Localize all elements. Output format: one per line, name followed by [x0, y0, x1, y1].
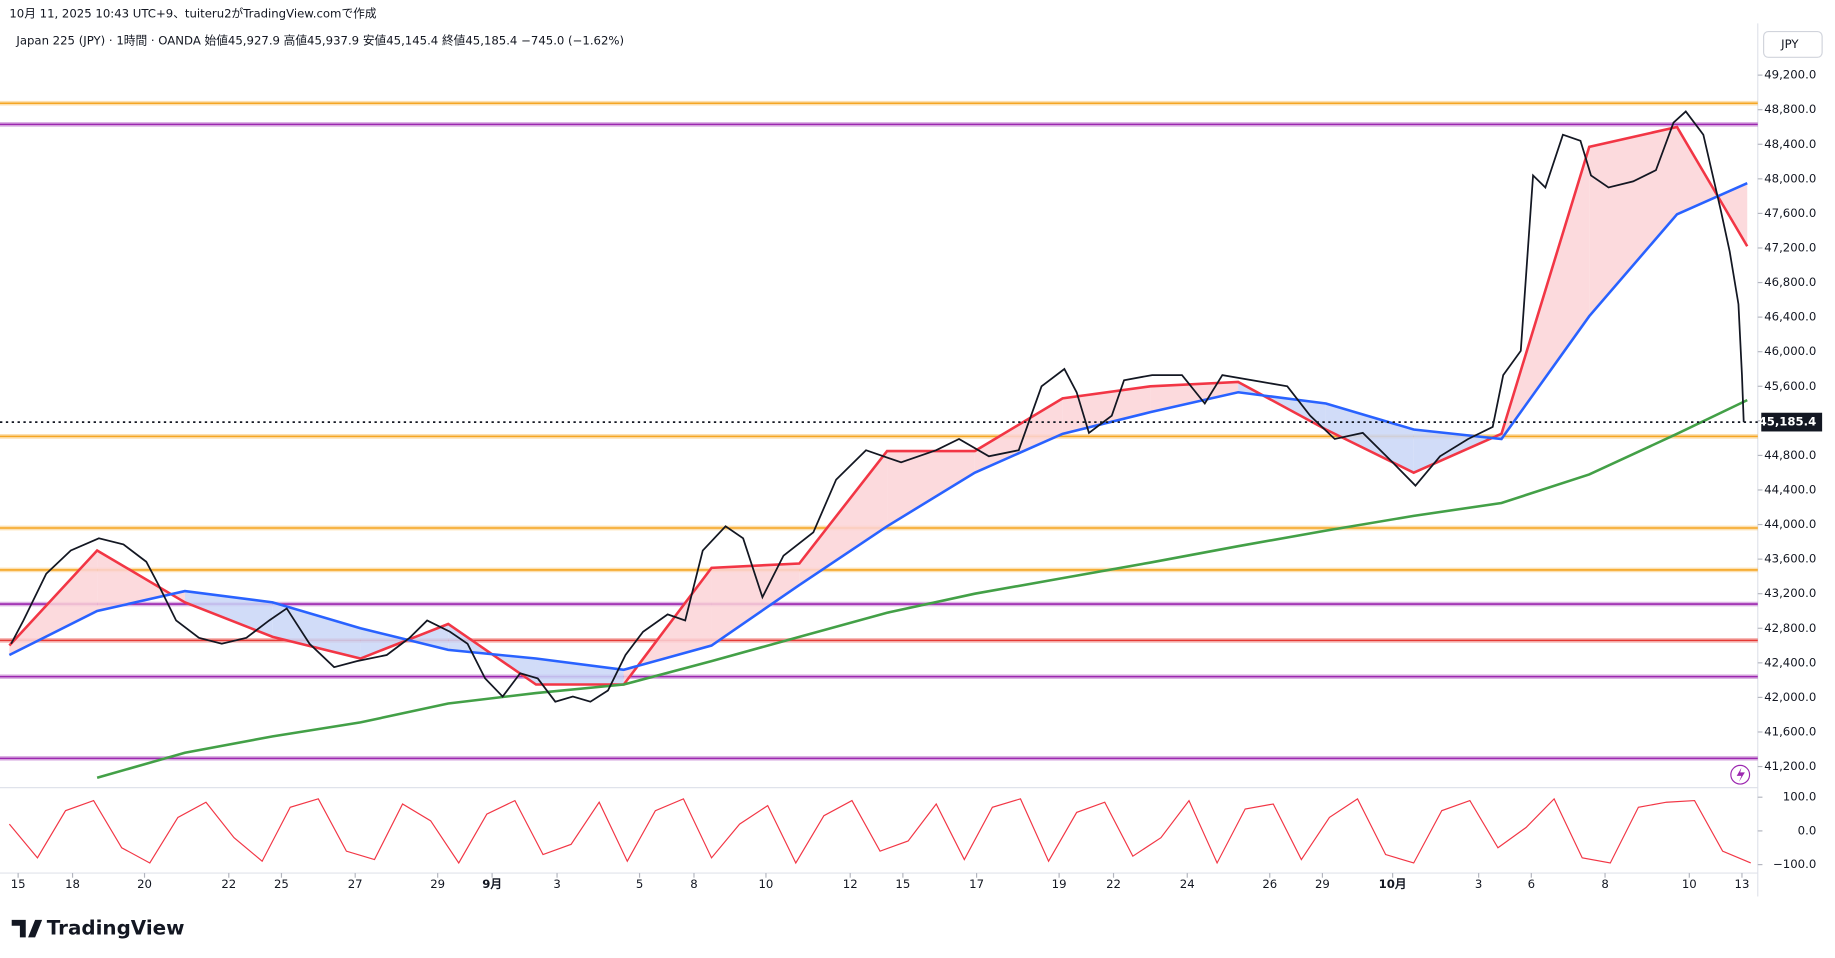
x-tick-label: 15 — [11, 877, 26, 891]
ma-band — [799, 451, 888, 586]
last-price-box — [1761, 412, 1823, 432]
logo-text: TradingView — [47, 917, 185, 940]
x-tick-label: 8 — [1601, 877, 1608, 891]
x-tick-label: 19 — [1052, 877, 1067, 891]
y-tick-label: 48,400.0 — [1764, 137, 1816, 151]
ma-line — [8, 125, 1749, 686]
x-tick-label: 22 — [1106, 877, 1121, 891]
y-tick-label: 46,400.0 — [1764, 310, 1816, 324]
y-tick-label: 46,000.0 — [1764, 344, 1816, 358]
x-tick-label: 13 — [1735, 877, 1750, 891]
x-tick-label: 15 — [895, 877, 910, 891]
y-tick-label: 44,000.0 — [1764, 517, 1816, 531]
x-tick-label: 9月 — [482, 877, 502, 891]
ma-line — [8, 181, 1748, 672]
y-tick-label: 44,800.0 — [1764, 448, 1816, 462]
y-tick-label: 47,600.0 — [1764, 206, 1816, 220]
y-tick-label: 41,600.0 — [1764, 724, 1816, 738]
ma-band — [711, 563, 800, 646]
y-tick-label: 0.0 — [1798, 823, 1817, 837]
x-tick-label: 27 — [348, 877, 363, 891]
y-tick-label: 43,600.0 — [1764, 552, 1816, 566]
x-tick-label: 3 — [553, 877, 560, 891]
ma-band — [1325, 403, 1414, 473]
y-tick-label: 45,600.0 — [1764, 379, 1816, 393]
y-tick-label: 47,200.0 — [1764, 240, 1816, 254]
y-tick-label: 49,200.0 — [1764, 68, 1816, 82]
ma-band — [535, 658, 624, 685]
x-tick-label: 24 — [1180, 877, 1195, 891]
y-tick-label: 48,800.0 — [1764, 102, 1816, 116]
x-tick-label: 5 — [636, 877, 643, 891]
series-line — [8, 797, 1751, 865]
caption: 10月 11, 2025 10:43 UTC+9、tuiteru2がTradin… — [9, 7, 376, 21]
x-tick-label: 6 — [1528, 877, 1535, 891]
logo-mark — [11, 919, 43, 938]
y-tick-label: 41,200.0 — [1764, 759, 1816, 773]
ma-band — [184, 591, 273, 637]
ma-band — [1150, 381, 1239, 413]
x-tick-label: 18 — [65, 877, 80, 891]
y-tick-label: 43,200.0 — [1764, 586, 1816, 600]
x-tick-label: 10 — [759, 877, 774, 891]
logo[interactable]: TradingView — [11, 917, 185, 940]
y-tick-label: 42,800.0 — [1764, 621, 1816, 635]
y-tick-label: 48,000.0 — [1764, 171, 1816, 185]
x-tick-label: 10月 — [1379, 877, 1407, 891]
series-line — [10, 110, 1745, 703]
x-tick-label: 29 — [1315, 877, 1330, 891]
y-tick-label: 42,000.0 — [1764, 690, 1816, 704]
x-tick-label: 12 — [843, 877, 858, 891]
currency: JPY — [1780, 37, 1799, 51]
ma-band — [272, 602, 361, 659]
y-tick-label: −100.0 — [1773, 857, 1816, 871]
x-tick-label: 22 — [221, 877, 236, 891]
x-tick-label: 20 — [137, 877, 152, 891]
x-tick-label: 29 — [430, 877, 445, 891]
alert-bolt — [1736, 767, 1745, 782]
y-tick-label: 42,400.0 — [1764, 655, 1816, 669]
x-tick-label: 17 — [969, 877, 984, 891]
currency-button[interactable] — [1763, 31, 1823, 58]
y-tick-label: 44,400.0 — [1764, 482, 1816, 496]
last-price-label: 45,185.4 — [1759, 415, 1817, 429]
ma-line — [96, 398, 1748, 780]
x-tick-label: 3 — [1475, 877, 1482, 891]
y-tick-label: 100.0 — [1783, 790, 1816, 804]
x-tick-label: 8 — [690, 877, 697, 891]
ma-band — [1589, 126, 1678, 317]
x-tick-label: 10 — [1682, 877, 1697, 891]
y-tick-label: 46,800.0 — [1764, 275, 1816, 289]
x-tick-label: 25 — [274, 877, 289, 891]
x-tick-label: 26 — [1262, 877, 1277, 891]
symbol-line: Japan 225 (JPY) · 1時間 · OANDA 始値45,927.9… — [15, 33, 624, 47]
ma-band — [887, 451, 975, 527]
ma-band — [9, 550, 98, 656]
